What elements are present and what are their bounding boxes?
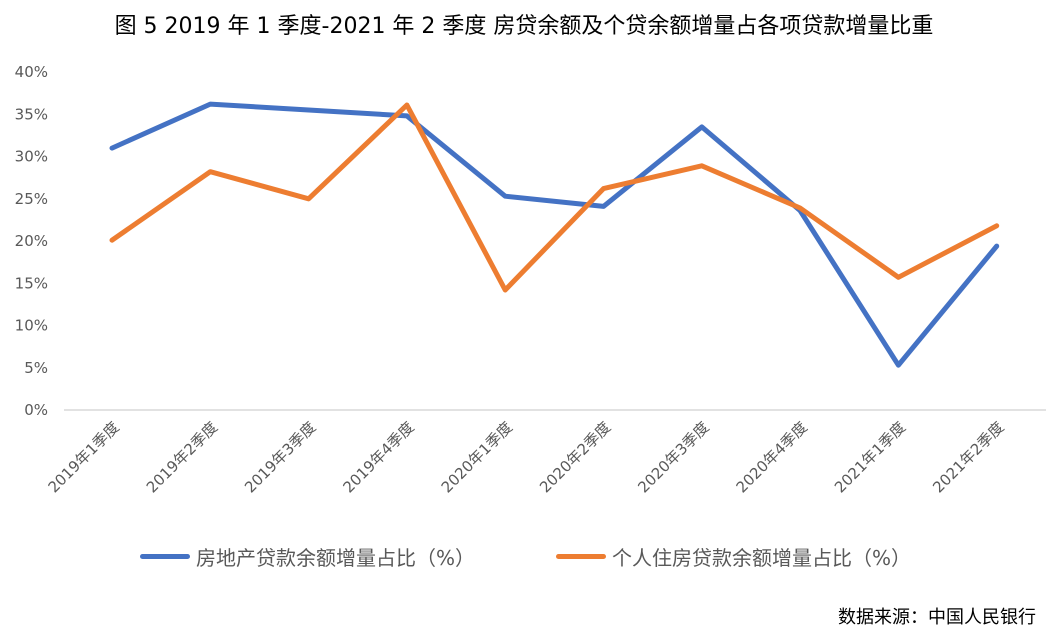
y-tick-label: 35%	[15, 105, 48, 123]
x-tick-label: 2019年3季度	[241, 418, 319, 496]
y-tick-label: 15%	[15, 274, 48, 292]
y-tick-label: 30%	[15, 148, 48, 166]
x-tick-label: 2020年2季度	[536, 418, 614, 496]
x-tick-label: 2020年3季度	[634, 418, 712, 496]
x-tick-label: 2019年2季度	[143, 418, 221, 496]
series-line-real-estate	[109, 101, 1000, 368]
x-tick-label: 2021年2季度	[929, 418, 1007, 496]
y-tick-label: 40%	[15, 63, 48, 81]
x-tick-label: 2021年1季度	[831, 418, 909, 496]
x-tick-label: 2019年4季度	[339, 418, 417, 496]
legend-swatch-blue	[140, 554, 190, 559]
x-axis: 2019年1季度 2019年2季度 2019年3季度 2019年4季度 2020年1季度…	[45, 418, 1008, 496]
y-axis: 0% 5% 10% 15% 20% 25% 30% 35% 40%	[15, 63, 48, 419]
data-source-note: 数据来源：中国人民银行	[838, 607, 1036, 628]
legend-label: 个人住房贷款余额增量占比（%）	[612, 546, 912, 570]
legend-item-real-estate: 房地产贷款余额增量占比（%）	[140, 542, 475, 571]
legend-swatch-orange	[556, 554, 606, 559]
x-tick-label: 2019年1季度	[45, 418, 123, 496]
x-tick-label: 2020年1季度	[438, 418, 516, 496]
legend: 房地产贷款余额增量占比（%） 个人住房贷款余额增量占比（%）	[0, 542, 1048, 572]
y-tick-label: 10%	[15, 317, 48, 335]
series-line-housing	[109, 102, 1000, 293]
x-tick-label: 2020年4季度	[733, 418, 811, 496]
legend-item-housing: 个人住房贷款余额增量占比（%）	[556, 542, 911, 571]
y-tick-label: 25%	[15, 190, 48, 208]
legend-label: 房地产贷款余额增量占比（%）	[196, 546, 476, 570]
y-tick-label: 5%	[24, 359, 48, 377]
y-tick-label: 20%	[15, 232, 48, 250]
series-lines	[109, 101, 1000, 368]
chart-title: 图 5 2019 年 1 季度-2021 年 2 季度 房贷余额及个贷余额增量占…	[114, 14, 934, 39]
y-tick-label: 0%	[24, 401, 48, 419]
